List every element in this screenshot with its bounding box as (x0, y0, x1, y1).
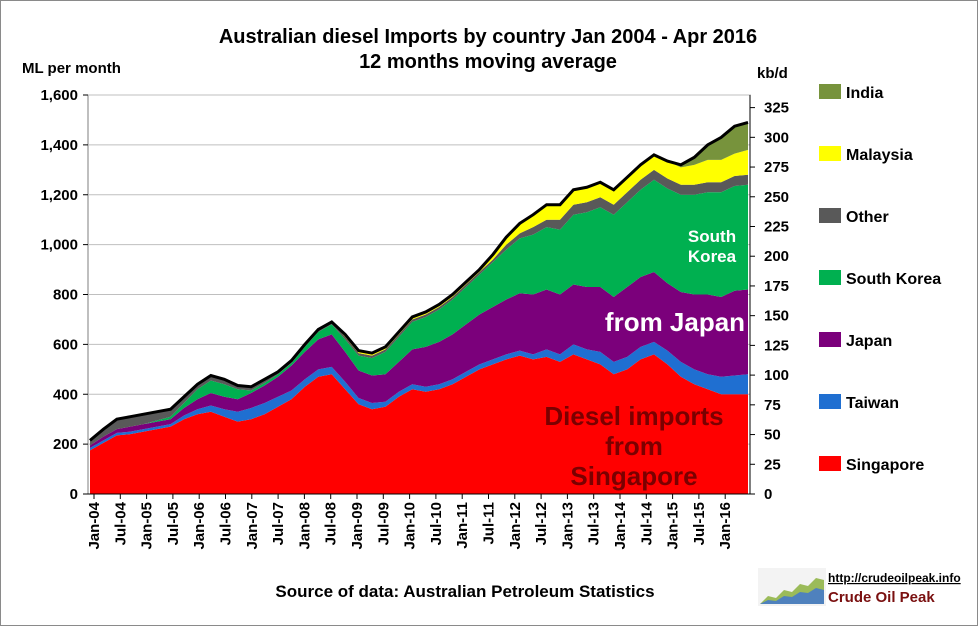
y2-axis: 0 25 50 75 100 125 150 175 200 225 250 275 300 325 (749, 95, 789, 503)
area-singapore (90, 354, 748, 494)
annotation-south-korea-1: South (688, 227, 736, 246)
annotation-south-korea-2: Korea (688, 247, 737, 266)
area-other (90, 169, 748, 446)
y2-tick-label: 100 (764, 367, 789, 384)
y-tick-label: 1,000 (40, 237, 78, 254)
y2-tick-label: 75 (764, 397, 781, 414)
legend-label: Japan (846, 333, 892, 350)
x-tick-label: Jan-12 (507, 502, 524, 550)
annotation-singapore-3: Singapore (570, 461, 697, 491)
x-tick-label: Jan-05 (139, 502, 156, 550)
annotation-singapore-2: from (605, 431, 663, 461)
x-tick-label: Jul-15 (691, 502, 708, 545)
annotation-singapore-1: Diesel imports (544, 401, 723, 431)
x-tick-label: Jan-06 (191, 502, 208, 550)
annotation-japan: from Japan (605, 307, 745, 337)
legend-label: Taiwan (846, 395, 899, 412)
y-tick-label: 600 (53, 336, 78, 353)
x-tick-label: Jul-04 (112, 501, 129, 545)
logo-url: http://crudeoilpeak.info (828, 571, 961, 585)
x-tick-label: Jan-08 (296, 502, 313, 550)
legend-label: Malaysia (846, 147, 913, 164)
x-tick-label: Jul-13 (586, 502, 603, 545)
y2-tick-label: 250 (764, 189, 789, 206)
chart-subtitle: 12 months moving average (359, 51, 617, 73)
x-tick-label: Jan-13 (559, 502, 576, 550)
area-malaysia (90, 149, 748, 441)
x-tick-label: Jul-06 (218, 502, 235, 545)
y2-tick-label: 200 (764, 248, 789, 265)
y-tick-label: 200 (53, 436, 78, 453)
legend-label: South Korea (846, 271, 941, 288)
legend: India Malaysia Other South Korea Japan Taiwan… (819, 84, 941, 474)
legend-swatch (819, 270, 841, 285)
y-tick-label: 0 (70, 486, 78, 503)
y-tick-label: 400 (53, 386, 78, 403)
crude-oil-peak-logo: http://crudeoilpeak.info Crude Oil Peak (758, 568, 961, 606)
y2-tick-label: 300 (764, 129, 789, 146)
stacked-areas (90, 122, 748, 494)
chart-title: Australian diesel Imports by country Jan… (219, 26, 757, 48)
legend-swatch (819, 394, 841, 409)
x-tick-label: Jul-09 (375, 502, 392, 545)
total-line (89, 120, 749, 442)
y-tick-label: 1,200 (40, 187, 78, 204)
y-axis: 0 200 400 600 800 1,000 1,200 1,400 1,600 (40, 87, 88, 503)
source-note: Source of data: Australian Petroleum Sta… (275, 582, 654, 601)
x-tick-label: Jul-12 (533, 502, 550, 545)
y2-tick-label: 275 (764, 159, 789, 176)
y-tick-label: 1,600 (40, 87, 78, 104)
legend-label: Singapore (846, 457, 924, 474)
y2-tick-label: 50 (764, 427, 781, 444)
y2-tick-label: 175 (764, 278, 789, 295)
x-tick-label: Jan-04 (86, 501, 103, 549)
x-tick-label: Jan-11 (454, 502, 471, 549)
y2-tick-label: 125 (764, 337, 789, 354)
legend-swatch (819, 332, 841, 347)
x-axis: Jan-04 Jul-04 Jan-05 Jul-05 Jan-06 Jul-06 Jan-… (86, 493, 750, 550)
area-japan (90, 272, 748, 448)
x-tick-label: Jul-05 (165, 502, 182, 545)
legend-label: India (846, 85, 883, 102)
x-tick-label: Jul-08 (323, 502, 340, 545)
legend-swatch (819, 208, 841, 223)
x-tick-label: Jan-07 (244, 502, 261, 550)
x-tick-label: Jul-10 (428, 502, 445, 545)
x-tick-label: Jan-16 (717, 502, 734, 550)
legend-swatch (819, 84, 841, 99)
x-tick-label: Jul-11 (481, 502, 498, 545)
y2-tick-label: 150 (764, 308, 789, 325)
y2-axis-label: kb/d (757, 65, 788, 82)
y2-tick-label: 0 (764, 486, 772, 503)
x-tick-label: Jan-09 (349, 502, 366, 550)
x-tick-label: Jan-10 (402, 502, 419, 550)
legend-label: Other (846, 209, 889, 226)
y-tick-label: 800 (53, 287, 78, 304)
area-south-korea (90, 179, 748, 446)
y2-tick-label: 225 (764, 218, 789, 235)
logo-name: Crude Oil Peak (828, 589, 935, 606)
y2-tick-label: 25 (764, 456, 781, 473)
x-tick-label: Jul-14 (638, 501, 655, 545)
y-tick-label: 1,400 (40, 137, 78, 154)
total-imports-line (89, 120, 749, 442)
y-axis-label: ML per month (22, 60, 121, 77)
legend-swatch (819, 146, 841, 161)
x-tick-label: Jan-14 (612, 501, 629, 549)
y2-tick-label: 325 (764, 100, 789, 117)
x-tick-label: Jul-07 (270, 502, 287, 545)
x-tick-label: Jan-15 (665, 502, 682, 550)
legend-swatch (819, 456, 841, 471)
